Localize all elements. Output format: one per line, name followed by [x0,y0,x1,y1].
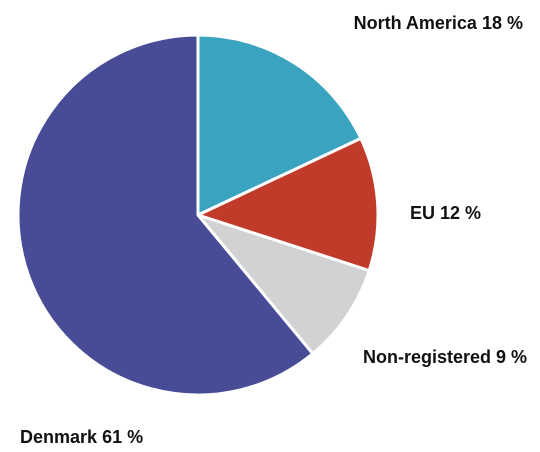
slice-value: 12 % [440,203,482,223]
slice-label: Denmark 61 % [20,423,143,452]
slice-label: EU 12 % [410,199,481,228]
slice-category: Non-registered [363,347,492,367]
slice-category: North America [353,13,477,33]
slice-value: 61 % [102,427,144,447]
slice-label: North America 18 % [354,9,523,38]
slice-label: Non-registered 9 % [363,343,540,372]
slice-category: EU [410,203,436,223]
pie-slice [16,33,315,397]
pie-slice [196,136,380,273]
slice-category: Denmark [20,427,98,447]
slice-value: 18 % [481,13,523,33]
slice-value: 9 % [496,347,528,367]
pie-slice [196,33,363,217]
pie-slice [196,213,371,356]
